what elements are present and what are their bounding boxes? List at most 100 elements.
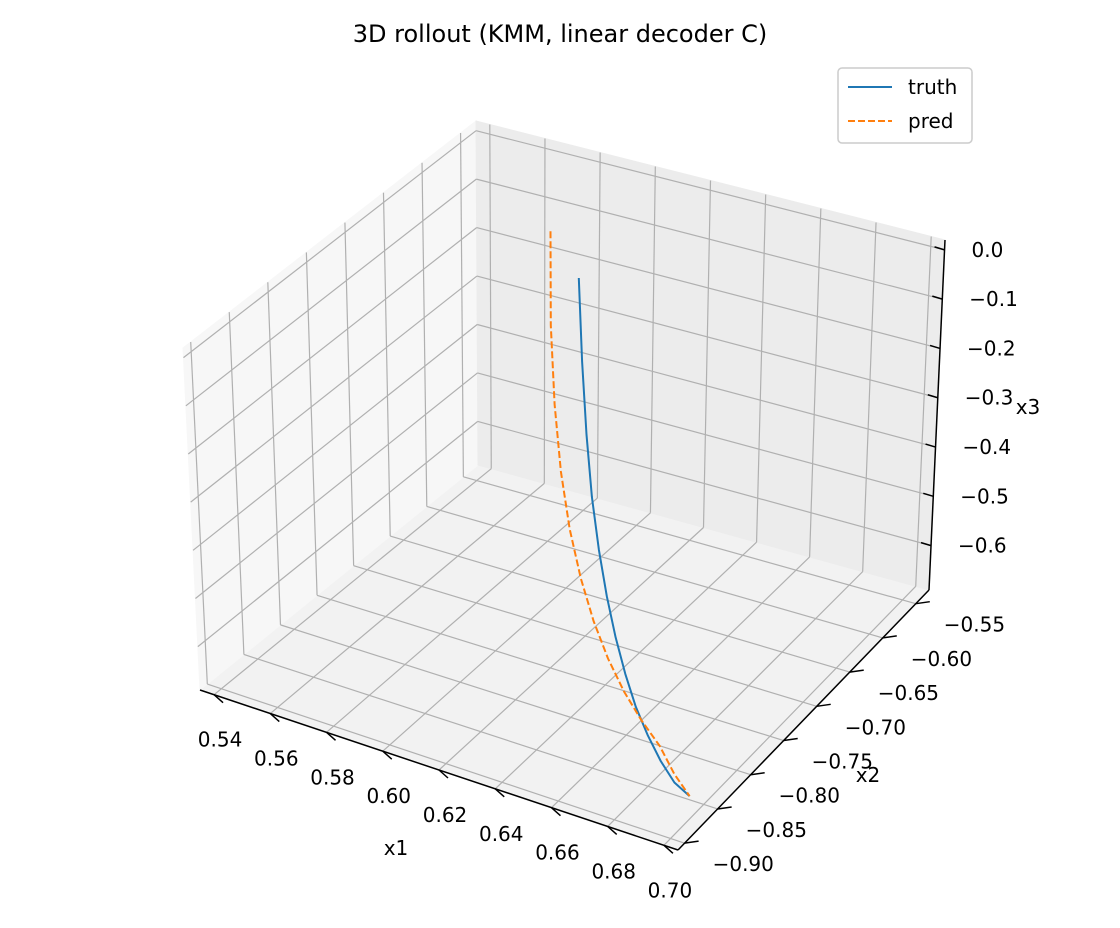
grid-line-y bbox=[207, 683, 685, 844]
grid-line-z bbox=[477, 323, 936, 448]
axes-panes bbox=[182, 119, 946, 851]
z-tick-mark bbox=[932, 295, 943, 300]
z-tick-label: −0.6 bbox=[958, 534, 1007, 558]
grid-line-x bbox=[915, 236, 932, 587]
grid-line-x bbox=[649, 166, 656, 513]
x-tick-label: 0.58 bbox=[310, 765, 355, 789]
x-tick-label: 0.54 bbox=[198, 728, 243, 752]
legend-label-truth: truth bbox=[908, 75, 957, 99]
grid-line-x bbox=[551, 556, 811, 809]
legend-label-pred: pred bbox=[908, 109, 953, 133]
grid-line-x bbox=[755, 194, 767, 543]
grid-line-z bbox=[476, 275, 938, 399]
y-tick-mark bbox=[750, 771, 765, 776]
y-tick-label: −0.70 bbox=[845, 715, 906, 739]
y-tick-label: −0.65 bbox=[878, 681, 939, 705]
x-axis-label: x1 bbox=[384, 836, 409, 860]
x-tick-label: 0.62 bbox=[423, 803, 468, 827]
z-tick-label: 0.0 bbox=[972, 238, 1004, 262]
legend: truth pred bbox=[837, 67, 973, 144]
grid-line-y bbox=[280, 624, 751, 776]
grid-line-y bbox=[243, 653, 718, 810]
z-tick-label: −0.2 bbox=[967, 336, 1016, 360]
grid-line-x bbox=[862, 222, 877, 572]
grid-line-z bbox=[477, 420, 932, 547]
grid-line-x bbox=[489, 124, 492, 469]
y-tick-label: −0.60 bbox=[911, 647, 972, 671]
grid-line-y bbox=[267, 282, 282, 625]
z-axis-label: x3 bbox=[1016, 395, 1041, 419]
y-tick-mark bbox=[684, 840, 699, 844]
axis-lines: 0.54 0.56 0.58 0.60 0.62 0.64 0.66 0.68 0.70 −0.9… bbox=[198, 238, 1040, 902]
series-line-truth bbox=[577, 277, 691, 797]
x-tick-label: 0.60 bbox=[366, 784, 411, 808]
x-tick-label: 0.56 bbox=[254, 747, 299, 771]
grid-line-x bbox=[543, 138, 546, 484]
grid-line-y bbox=[382, 192, 391, 537]
z-tick-mark bbox=[920, 541, 932, 547]
x-tick-label: 0.70 bbox=[648, 878, 693, 902]
grid-line-x bbox=[269, 482, 545, 714]
x-tick-label: 0.64 bbox=[479, 822, 524, 846]
grid-line-z bbox=[197, 420, 479, 648]
z-tick-label: −0.3 bbox=[965, 386, 1014, 410]
grid-line-x bbox=[213, 468, 492, 696]
grid-line-z bbox=[476, 178, 943, 300]
grid-line-x bbox=[596, 152, 601, 499]
grid-line-x bbox=[663, 585, 917, 846]
grid-line-y bbox=[459, 132, 464, 477]
series-line-pred bbox=[549, 231, 691, 797]
x-tick-mark bbox=[213, 694, 224, 704]
x-tick-label: 0.68 bbox=[591, 859, 636, 883]
grid-line-y bbox=[421, 162, 428, 507]
y-tick-mark bbox=[849, 669, 864, 673]
x-tick-mark bbox=[607, 825, 618, 836]
x-tick-mark bbox=[326, 731, 337, 741]
x-tick-label: 0.66 bbox=[535, 841, 580, 865]
grid-line-y bbox=[390, 535, 850, 673]
z-tick-mark bbox=[923, 492, 934, 498]
grid-line-y bbox=[426, 505, 883, 639]
grid-line-y bbox=[316, 594, 784, 742]
z-tick-mark bbox=[927, 394, 939, 399]
y-tick-mark bbox=[915, 600, 930, 605]
z-axis-line bbox=[928, 239, 946, 591]
y-tick-label: −0.75 bbox=[812, 750, 873, 774]
grid-line-z bbox=[185, 178, 477, 407]
z-tick-label: −0.4 bbox=[963, 435, 1012, 459]
z-tick-label: −0.1 bbox=[969, 287, 1018, 311]
x-tick-mark bbox=[438, 769, 449, 779]
grid-line-x bbox=[494, 541, 757, 790]
y-tick-label: −0.85 bbox=[746, 818, 807, 842]
grid-line-y bbox=[305, 252, 318, 596]
grid-line-x bbox=[607, 571, 864, 827]
y-tick-label: −0.80 bbox=[779, 784, 840, 808]
y-tick-mark bbox=[717, 806, 732, 810]
grid-line-x bbox=[809, 208, 822, 557]
grid-line-x bbox=[438, 527, 704, 771]
y-tick-mark bbox=[882, 635, 897, 639]
y-tick-label: −0.90 bbox=[713, 852, 774, 876]
grid-line-y bbox=[344, 222, 355, 566]
grid-line-y bbox=[228, 312, 245, 655]
grid-line-z bbox=[192, 324, 478, 551]
grid-line-z bbox=[190, 275, 478, 503]
x-tick-mark bbox=[269, 712, 280, 723]
chart-title: 3D rollout (KMM, linear decoder C) bbox=[353, 20, 767, 48]
grid-line-z bbox=[476, 227, 941, 350]
z-tick-label: −0.5 bbox=[960, 484, 1009, 508]
x-tick-mark bbox=[494, 788, 505, 798]
grid-line-y bbox=[463, 476, 916, 605]
z-tick-mark bbox=[925, 443, 936, 448]
y-axis-label: x2 bbox=[856, 763, 881, 787]
x-tick-mark bbox=[550, 807, 561, 817]
z-tick-mark bbox=[929, 344, 941, 350]
y-axis-line bbox=[677, 589, 930, 851]
grid-line-y bbox=[353, 565, 817, 707]
grid-line-z bbox=[187, 227, 477, 455]
grid-line-y bbox=[190, 341, 208, 685]
y-tick-mark bbox=[783, 737, 798, 742]
series-lines bbox=[549, 231, 691, 797]
grid-line-x bbox=[326, 497, 598, 733]
